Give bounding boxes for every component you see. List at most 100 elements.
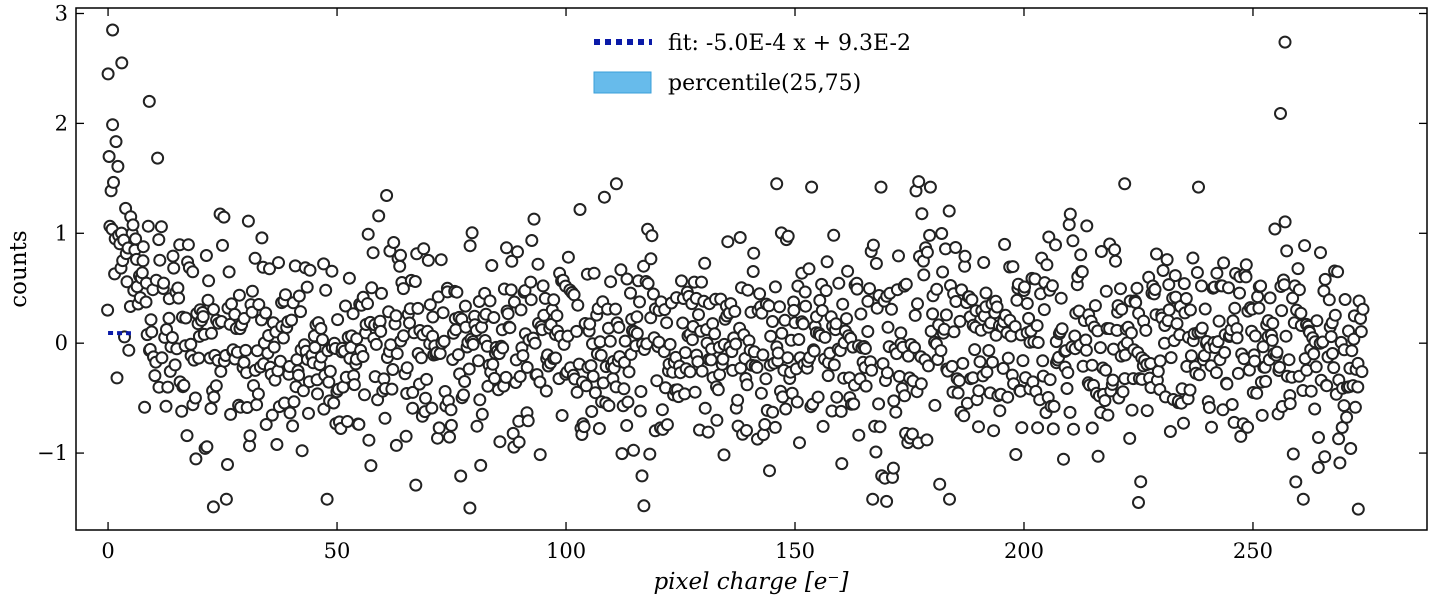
data-point <box>977 256 991 269</box>
data-point <box>1101 408 1115 422</box>
data-point <box>436 306 450 320</box>
data-point <box>374 324 388 338</box>
data-point <box>272 256 285 270</box>
data-point <box>1184 349 1198 363</box>
data-point <box>733 231 747 244</box>
data-point <box>935 227 949 240</box>
data-point <box>1280 244 1294 258</box>
data-point <box>675 274 688 288</box>
data-point <box>365 281 379 295</box>
data-point <box>634 385 648 398</box>
data-point <box>521 414 535 428</box>
data-point <box>1230 331 1244 345</box>
data-point <box>531 257 545 271</box>
data-point <box>650 374 664 388</box>
data-point <box>717 448 731 462</box>
data-point <box>505 254 519 268</box>
y-tick-label: −1 <box>37 441 68 465</box>
data-point <box>154 220 168 234</box>
data-point <box>1177 416 1190 430</box>
data-point <box>869 445 883 459</box>
data-point <box>676 316 690 330</box>
data-point <box>1098 394 1112 408</box>
data-point <box>199 249 213 262</box>
data-point <box>706 317 720 331</box>
data-point <box>180 429 194 443</box>
data-point <box>1348 400 1362 414</box>
data-point <box>1266 316 1280 330</box>
data-point <box>614 263 628 277</box>
data-point <box>965 293 979 307</box>
y-axis-label: counts <box>6 230 32 307</box>
data-point <box>1150 247 1163 261</box>
data-point <box>437 334 451 348</box>
data-point <box>740 424 753 437</box>
data-point <box>325 264 339 278</box>
data-point <box>1309 360 1323 374</box>
data-point <box>1278 215 1292 229</box>
data-point <box>1233 286 1246 300</box>
data-point <box>911 297 924 311</box>
data-point <box>129 232 143 246</box>
data-point <box>1031 421 1045 435</box>
data-point <box>411 301 425 315</box>
data-point <box>323 364 337 378</box>
data-point <box>120 275 134 289</box>
data-point <box>594 348 608 362</box>
data-point <box>243 429 257 443</box>
data-point <box>746 265 760 278</box>
data-point <box>728 304 742 318</box>
data-point <box>444 418 458 432</box>
data-point <box>252 298 266 311</box>
data-point <box>201 293 215 307</box>
data-point <box>942 204 956 218</box>
data-point <box>389 309 403 323</box>
data-point <box>216 238 229 252</box>
data-point <box>630 310 644 324</box>
data-point <box>473 393 487 407</box>
data-point <box>200 440 214 454</box>
data-point <box>758 418 772 431</box>
data-point <box>352 417 366 431</box>
data-point <box>947 325 961 339</box>
data-point <box>192 351 206 365</box>
data-point <box>295 444 309 458</box>
data-point <box>1186 251 1200 265</box>
data-point <box>451 348 465 362</box>
data-point <box>432 421 446 435</box>
data-point <box>319 283 333 297</box>
data-point <box>470 419 484 433</box>
data-point <box>821 369 835 383</box>
data-point <box>775 326 789 340</box>
data-point <box>741 283 755 297</box>
data-point <box>787 303 801 317</box>
data-point <box>1202 401 1216 414</box>
data-point <box>496 341 510 355</box>
data-point <box>892 369 906 383</box>
data-point <box>641 277 655 290</box>
data-point <box>968 343 982 357</box>
data-point <box>1344 442 1358 455</box>
data-point <box>1140 404 1154 418</box>
data-point <box>923 228 937 242</box>
data-point <box>458 299 472 313</box>
data-point <box>768 280 782 294</box>
data-point <box>511 245 524 259</box>
data-point <box>1209 366 1223 380</box>
data-point <box>1036 354 1050 368</box>
data-point <box>750 360 764 374</box>
data-point <box>409 478 423 492</box>
data-point <box>1351 380 1365 394</box>
data-point <box>474 458 488 472</box>
data-point <box>317 257 331 271</box>
data-point <box>633 295 646 309</box>
data-point <box>852 428 866 442</box>
data-point <box>308 341 322 354</box>
data-point <box>1093 341 1107 355</box>
data-point <box>414 351 428 365</box>
data-point <box>1356 302 1370 316</box>
data-point <box>162 311 176 325</box>
data-point <box>421 253 435 267</box>
data-point <box>516 349 530 363</box>
data-point <box>406 401 420 415</box>
